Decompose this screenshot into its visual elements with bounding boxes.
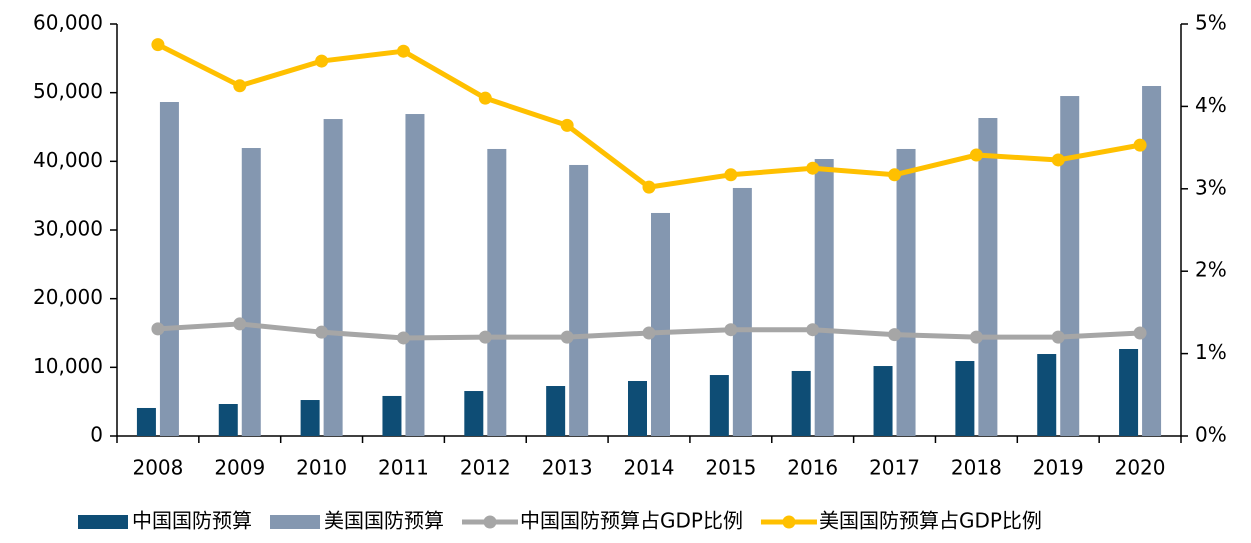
legend-label: 中国国防预算占GDP比例 <box>520 509 743 533</box>
x-tick-label: 2011 <box>378 456 429 480</box>
bar <box>896 148 916 436</box>
bar <box>814 158 834 437</box>
bar <box>218 404 238 436</box>
x-tick-label: 2018 <box>951 456 1002 480</box>
marker <box>888 328 902 342</box>
marker <box>233 317 247 331</box>
bar <box>1060 96 1080 436</box>
bar <box>1037 354 1057 436</box>
legend-label: 中国国防预算 <box>132 509 252 533</box>
legend-marker <box>782 515 796 529</box>
marker <box>1051 330 1065 344</box>
marker <box>560 118 574 132</box>
x-tick-label: 2020 <box>1115 456 1166 480</box>
bar <box>791 370 811 436</box>
marker <box>560 330 574 344</box>
bar <box>569 164 589 437</box>
bar <box>136 407 156 436</box>
bar <box>955 361 975 436</box>
bar <box>487 148 507 436</box>
legend-swatch <box>78 515 128 529</box>
marker <box>806 161 820 175</box>
y2-tick-label: 5% <box>1195 11 1227 35</box>
marker <box>233 79 247 93</box>
x-tick-label: 2010 <box>296 456 347 480</box>
bar <box>732 187 752 436</box>
marker <box>315 325 329 339</box>
bar <box>464 391 484 436</box>
x-tick-label: 2017 <box>869 456 920 480</box>
y-tick-label: 50,000 <box>33 79 103 103</box>
marker <box>396 44 410 58</box>
bar <box>300 400 320 436</box>
y-tick-label: 0 <box>90 423 103 447</box>
marker <box>1133 138 1147 152</box>
x-tick-label: 2008 <box>132 456 183 480</box>
x-tick-label: 2019 <box>1033 456 1084 480</box>
y2-tick-label: 2% <box>1195 258 1227 282</box>
marker <box>315 54 329 68</box>
marker <box>642 180 656 194</box>
x-tick-label: 2015 <box>705 456 756 480</box>
legend-label: 美国国防预算占GDP比例 <box>819 509 1042 533</box>
x-tick-label: 2014 <box>624 456 675 480</box>
legend-swatch <box>270 515 320 529</box>
marker <box>969 148 983 162</box>
y2-tick-label: 0% <box>1195 423 1227 447</box>
y-tick-label: 30,000 <box>33 217 103 241</box>
marker <box>969 330 983 344</box>
bar <box>241 148 261 436</box>
bar <box>709 375 729 436</box>
marker <box>888 168 902 182</box>
marker <box>478 330 492 344</box>
legend-label: 美国国防预算 <box>324 509 444 533</box>
marker <box>478 91 492 105</box>
marker <box>1051 153 1065 167</box>
y2-tick-label: 4% <box>1195 93 1227 117</box>
bar <box>873 366 893 436</box>
bar <box>1119 348 1139 436</box>
bar <box>405 114 425 436</box>
marker <box>151 38 165 52</box>
y2-tick-label: 3% <box>1195 175 1227 199</box>
bar <box>546 386 566 436</box>
bar <box>323 119 343 436</box>
marker <box>642 326 656 340</box>
bar <box>382 395 402 436</box>
x-tick-label: 2013 <box>542 456 593 480</box>
marker <box>806 323 820 337</box>
y-tick-label: 40,000 <box>33 148 103 172</box>
x-tick-label: 2012 <box>460 456 511 480</box>
marker <box>724 323 738 337</box>
y2-tick-label: 1% <box>1195 340 1227 364</box>
marker <box>151 322 165 336</box>
x-tick-label: 2009 <box>214 456 265 480</box>
marker <box>724 168 738 182</box>
x-tick-label: 2016 <box>787 456 838 480</box>
bar <box>159 102 179 436</box>
legend-marker <box>483 515 497 529</box>
bar <box>628 380 647 436</box>
bar <box>651 212 670 436</box>
y-tick-label: 10,000 <box>33 354 103 378</box>
marker <box>1133 326 1147 340</box>
marker <box>396 331 410 345</box>
y-tick-label: 60,000 <box>33 11 103 35</box>
bar <box>978 118 998 436</box>
bar <box>1142 86 1162 437</box>
y-tick-label: 20,000 <box>33 285 103 309</box>
